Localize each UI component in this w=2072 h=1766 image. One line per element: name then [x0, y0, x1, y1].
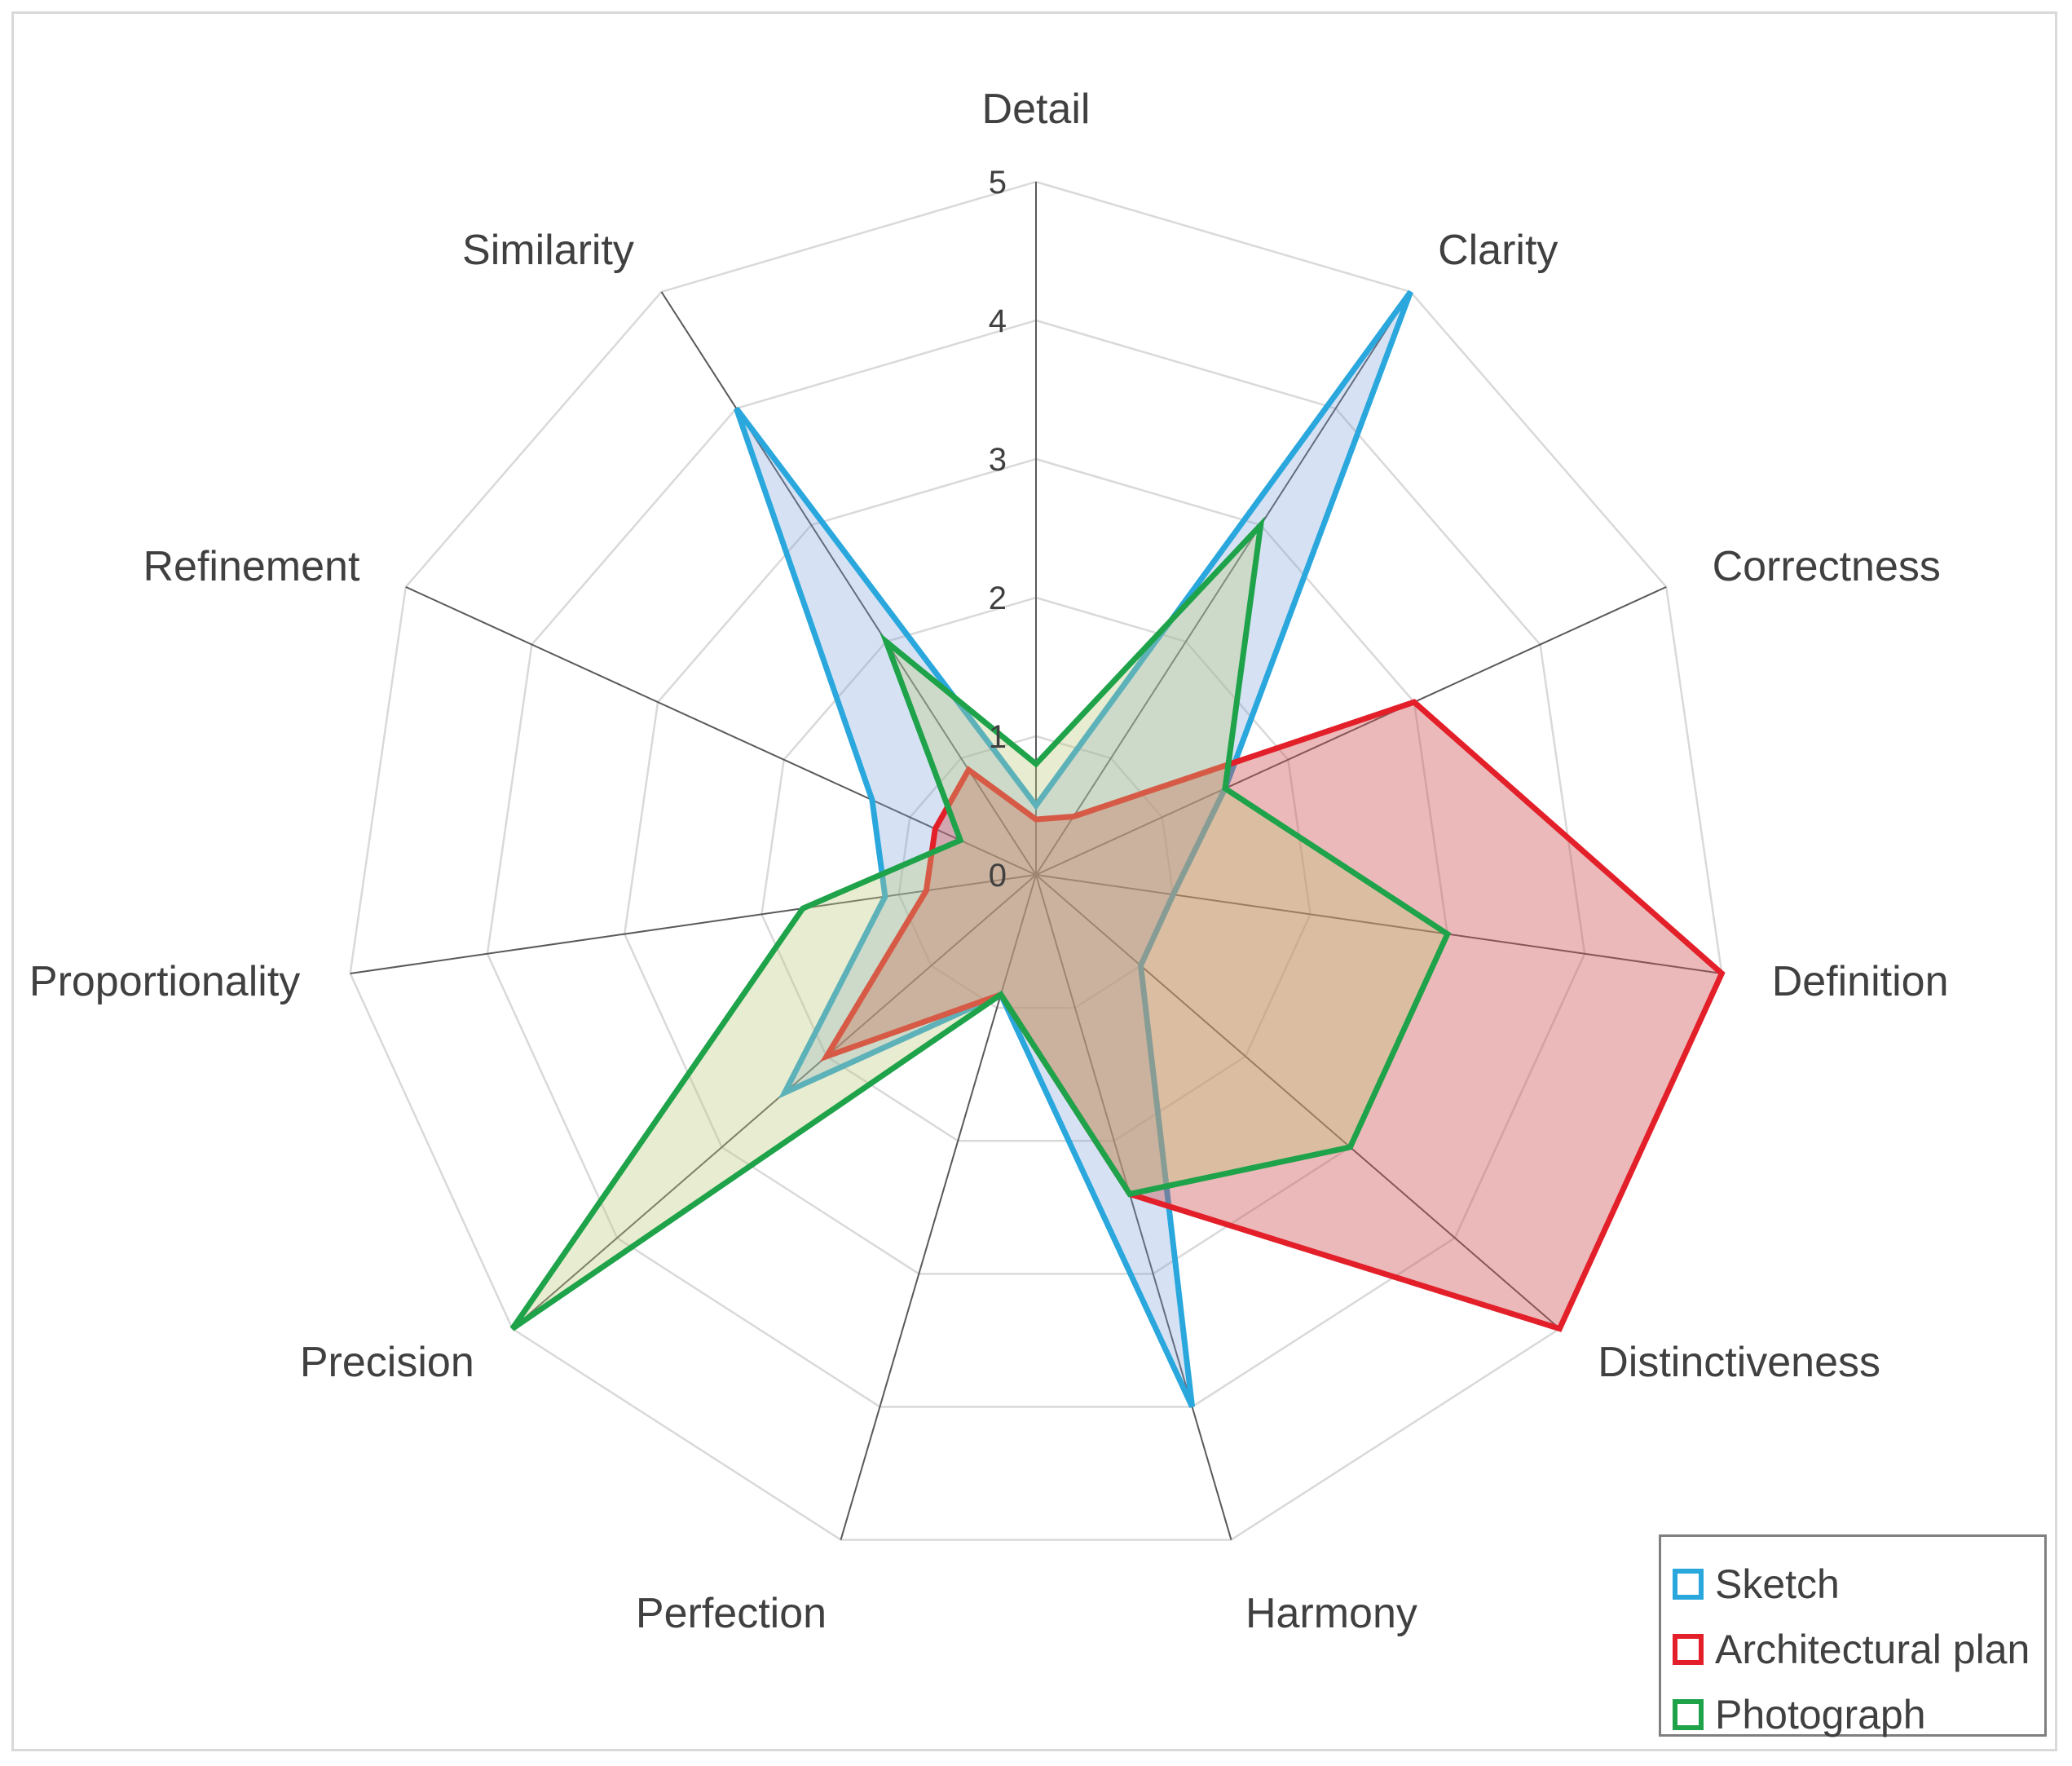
legend-item-photograph[interactable]: Photograph: [1673, 1682, 2044, 1747]
axis-labels: Detail Clarity Correctness Definition Distin…: [29, 86, 1949, 1637]
series-areas: [509, 289, 1726, 1408]
legend-item-architectural-plan[interactable]: Architectural plan: [1673, 1617, 2044, 1682]
legend-label-photograph: Photograph: [1715, 1692, 1926, 1737]
spoke-clarity: [1035, 291, 1412, 876]
axis-label-distinctiveness: Distinctiveness: [1598, 1339, 1880, 1386]
axis-label-detail: Detail: [982, 86, 1091, 133]
axis-label-perfection: Perfection: [636, 1590, 827, 1637]
radar-spokes: [350, 182, 1722, 1540]
grid-ring-5: [349, 180, 1723, 1541]
spoke-definition: [1035, 874, 1722, 974]
grid-ring-3: [623, 457, 1449, 1275]
legend-swatch-photograph: [1673, 1699, 1704, 1730]
legend-label-architectural-plan: Architectural plan: [1715, 1627, 2030, 1672]
axis-label-similarity: Similarity: [462, 227, 634, 274]
tick-label-2: 2: [989, 581, 1007, 616]
tick-label-1: 1: [989, 719, 1007, 755]
axis-label-refinement: Refinement: [143, 543, 359, 590]
spoke-distinctiveness: [1035, 874, 1561, 1330]
legend-swatch-sketch: [1673, 1569, 1704, 1600]
axis-label-precision: Precision: [300, 1339, 474, 1386]
tick-label-3: 3: [989, 442, 1007, 478]
series-area-sketch: [734, 289, 1413, 1408]
grid-ring-4: [486, 319, 1586, 1408]
tick-label-0: 0: [989, 858, 1007, 894]
spoke-perfection: [840, 874, 1037, 1540]
spoke-similarity: [660, 291, 1037, 876]
series-area-photograph: [509, 516, 1452, 1331]
tick-label-4: 4: [989, 303, 1007, 339]
legend-label-sketch: Sketch: [1715, 1561, 1840, 1607]
legend-swatch-architectural-plan: [1673, 1634, 1704, 1665]
legend: Sketch Architectural plan Photograph: [1659, 1534, 2047, 1737]
tick-labels: 0 1 2 3 4 5: [989, 165, 1007, 894]
grid-ring-2: [760, 596, 1312, 1142]
axis-label-correctness: Correctness: [1713, 543, 1941, 590]
axis-label-harmony: Harmony: [1245, 1590, 1417, 1637]
spoke-correctness: [1035, 585, 1667, 876]
grid-ring-1: [897, 735, 1175, 1009]
radar-grid: [349, 180, 1723, 1541]
legend-item-sketch[interactable]: Sketch: [1673, 1552, 2044, 1617]
spoke-harmony: [1035, 874, 1232, 1540]
tick-label-5: 5: [989, 165, 1007, 201]
spoke-precision: [511, 874, 1037, 1330]
axis-label-clarity: Clarity: [1438, 227, 1558, 274]
axis-label-definition: Definition: [1772, 958, 1949, 1005]
spoke-proportionality: [350, 874, 1037, 974]
spoke-refinement: [405, 585, 1037, 876]
axis-label-proportionality: Proportionality: [29, 958, 300, 1005]
